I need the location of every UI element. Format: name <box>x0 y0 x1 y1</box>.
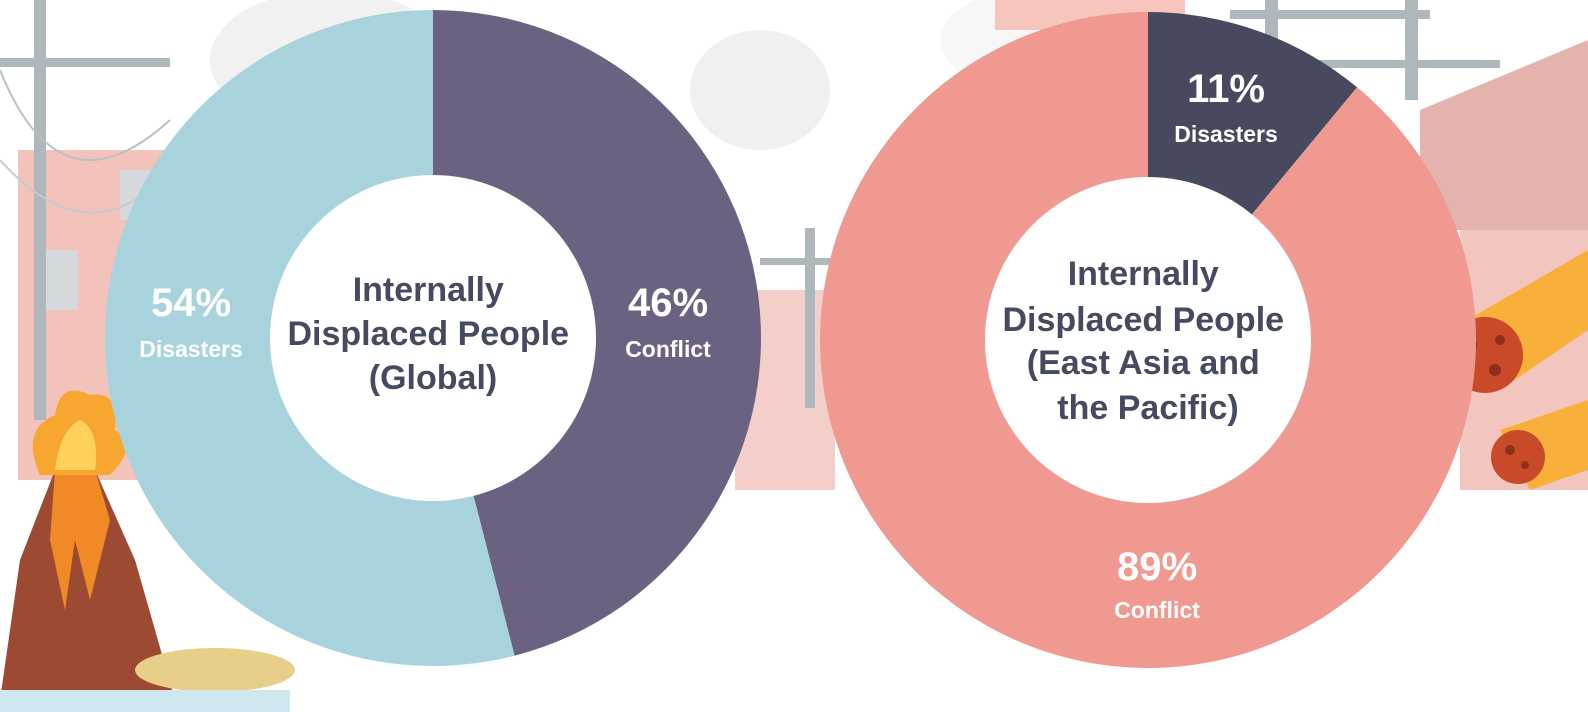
meteor-icon <box>1491 400 1588 490</box>
pie-slice-conflict <box>433 10 761 656</box>
chart-title-line: (East Asia and <box>1027 344 1260 382</box>
smoke-cloud-icon <box>690 30 830 150</box>
chart-title-line: Internally <box>1068 255 1219 293</box>
power-line <box>0 69 171 161</box>
chart-title-line: Internally <box>353 271 504 309</box>
donut-chart-global: Internally Displaced People (Global) 54%… <box>104 10 761 666</box>
slice-value-label: 89% <box>1117 545 1197 589</box>
chart-title-line: the Pacific) <box>1057 389 1238 427</box>
power-pole-crossbar <box>0 58 170 67</box>
chart-title-line: (Global) <box>369 359 497 397</box>
donut-hole <box>270 175 596 501</box>
power-pole-crossbar <box>1230 10 1430 19</box>
slice-category-label: Disasters <box>1174 121 1278 147</box>
slice-value-label: 54% <box>151 281 231 325</box>
slice-value-label: 46% <box>628 281 708 325</box>
slice-category-label: Conflict <box>625 336 711 362</box>
chart-title: Internally Displaced People (East Asia a… <box>1003 255 1294 427</box>
donut-hole <box>985 177 1311 503</box>
slice-category-label: Disasters <box>139 336 243 362</box>
chart-title-line: Displaced People <box>1003 301 1285 339</box>
power-pole <box>34 0 46 420</box>
ruined-building <box>1420 40 1588 230</box>
slice-category-label: Conflict <box>1114 597 1200 623</box>
donut-chart-east-asia-pacific: Internally Displaced People (East Asia a… <box>820 12 1477 668</box>
power-pole-crossbar <box>1290 60 1500 68</box>
power-pole <box>805 228 815 408</box>
chart-title-line: Displaced People <box>288 315 570 353</box>
slice-value-label: 11% <box>1187 67 1265 111</box>
power-pole <box>1405 0 1418 100</box>
power-pole-crossbar <box>760 258 850 265</box>
chart-title: Internally Displaced People (Global) <box>288 271 579 397</box>
